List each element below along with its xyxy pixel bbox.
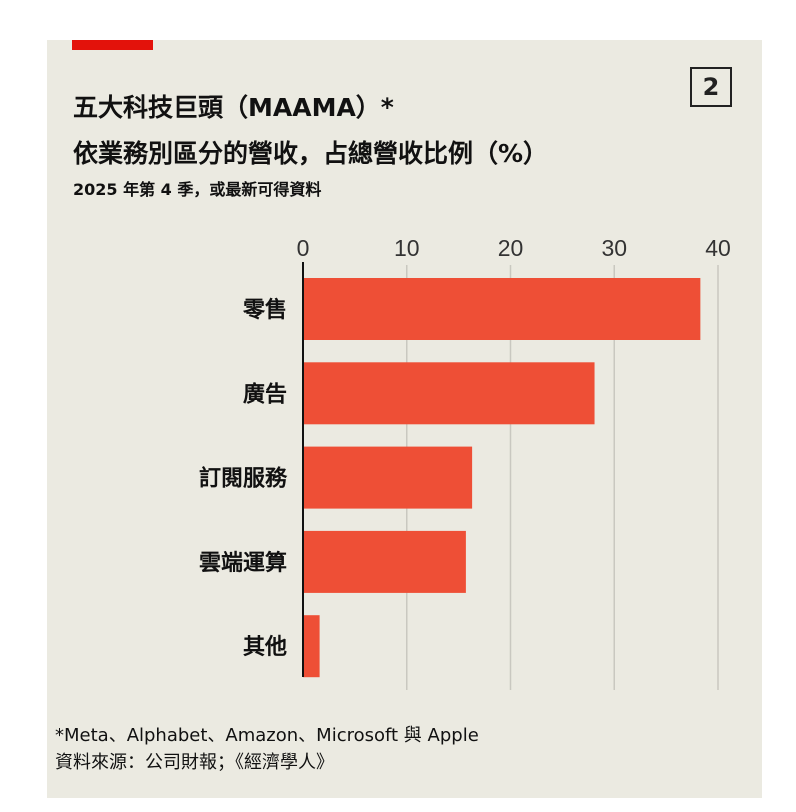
bar-2 bbox=[303, 362, 595, 425]
chart-title-line1: 五大科技巨頭（MAAMA）* bbox=[73, 93, 394, 122]
footnote: *Meta、Alphabet、Amazon、Microsoft 與 Apple bbox=[55, 725, 479, 746]
chart-title-line2: 依業務別區分的營收，占總營收比例（%） bbox=[73, 139, 549, 168]
chart-number-badge: 2 bbox=[690, 67, 732, 107]
category-label: 訂閱服務 bbox=[199, 466, 288, 492]
x-tick-label: 40 bbox=[705, 235, 731, 261]
bar-3 bbox=[303, 446, 473, 509]
x-tick-label: 10 bbox=[394, 235, 420, 261]
x-tick-label: 20 bbox=[498, 235, 524, 261]
category-label: 其他 bbox=[243, 635, 287, 660]
bar-1 bbox=[303, 278, 701, 340]
category-label: 雲端運算 bbox=[199, 550, 287, 576]
category-label: 廣告 bbox=[243, 381, 287, 407]
category-label: 零售 bbox=[242, 297, 287, 323]
bar-5 bbox=[303, 615, 320, 678]
bar-4 bbox=[303, 530, 466, 593]
x-tick-label: 0 bbox=[297, 235, 310, 261]
chart-subtitle: 2025 年第 4 季，或最新可得資料 bbox=[73, 180, 322, 199]
x-tick-label: 30 bbox=[601, 235, 627, 261]
source-note: 資料來源：公司財報；《經濟學人》 bbox=[55, 752, 334, 773]
accent-bar bbox=[72, 40, 153, 50]
